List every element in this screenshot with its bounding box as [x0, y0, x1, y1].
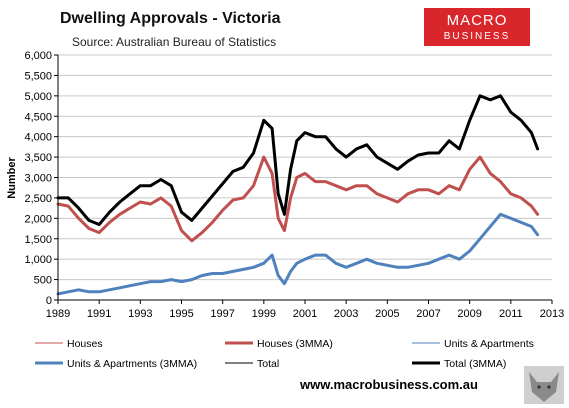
- x-tick-label: 2007: [416, 308, 440, 320]
- legend-label: Total (3MMA): [444, 358, 506, 370]
- legend-item-houses: Houses: [35, 338, 103, 350]
- x-tick-label: 1993: [128, 308, 152, 320]
- x-tick-label: 2005: [375, 308, 399, 320]
- logo-line1: MACRO: [447, 12, 508, 29]
- y-tick-label: 500: [34, 275, 52, 287]
- grid: [58, 54, 552, 281]
- x-tick-label: 1997: [210, 308, 234, 320]
- logo-background: [424, 8, 530, 46]
- x-tick-label: 1991: [87, 308, 111, 320]
- y-tick-label: 2,000: [24, 213, 52, 225]
- y-tick-label: 1,000: [24, 254, 52, 266]
- wolf-icon: [524, 366, 564, 404]
- x-tick-label: 1999: [252, 308, 276, 320]
- series-line-total: [57, 95, 539, 225]
- y-axis-label: Number: [6, 157, 18, 199]
- legend-item-units-apartments-3mma: Units & Apartments (3MMA): [35, 358, 197, 370]
- legend-label: Units & Apartments: [444, 338, 534, 350]
- y-tick-label: 3,500: [24, 152, 52, 164]
- legend-item-total-3mma: Total (3MMA): [412, 358, 506, 370]
- legend-item-units-apartments: Units & Apartments: [412, 338, 534, 350]
- y-tick-label: 5,500: [24, 70, 52, 82]
- legend-label: Total: [257, 358, 279, 370]
- legend-label: Houses: [67, 338, 103, 350]
- axes: 0 500 1,000 1,500 2,000 2,500 3,000 3,500 4,000 4…: [24, 50, 564, 320]
- macro-business-logo: MACRO BUSINESS: [424, 8, 530, 46]
- x-tick-label: 1989: [46, 308, 70, 320]
- x-tick-label: 1995: [169, 308, 193, 320]
- series-line-houses: [57, 156, 539, 242]
- legend-label: Units & Apartments (3MMA): [67, 358, 197, 370]
- series-line-total-3mma: [56, 94, 540, 226]
- legend-item-houses-3mma: Houses (3MMA): [225, 338, 333, 350]
- legend-item-total: Total: [225, 358, 279, 370]
- website-url[interactable]: www.macrobusiness.com.au: [299, 377, 478, 392]
- y-tick-label: 1,500: [24, 234, 52, 246]
- y-tick-label: 3,000: [24, 173, 52, 185]
- series-line-units-apartments-3mma: [56, 212, 540, 296]
- y-tick-label: 6,000: [24, 50, 52, 62]
- legend: Houses Houses (3MMA) Units & Apartments Uni…: [35, 338, 534, 370]
- chart-subtitle: Source: Australian Bureau of Statistics: [72, 35, 276, 49]
- x-tick-label: 2003: [334, 308, 358, 320]
- y-tick-label: 4,000: [24, 132, 52, 144]
- y-tick-label: 0: [46, 295, 52, 307]
- series-line-houses-3mma: [56, 155, 540, 243]
- chart-title: Dwelling Approvals - Victoria: [60, 10, 281, 27]
- y-tick-label: 4,500: [24, 111, 52, 123]
- logo-line2: BUSINESS: [444, 31, 511, 42]
- legend-label: Houses (3MMA): [257, 338, 333, 350]
- x-tick-label: 2001: [293, 308, 317, 320]
- x-tick-label: 2013: [540, 308, 564, 320]
- x-tick-label: 2011: [499, 308, 523, 320]
- x-tick-label: 2009: [457, 308, 481, 320]
- y-tick-label: 5,000: [24, 91, 52, 103]
- y-tick-label: 2,500: [24, 193, 52, 205]
- series-group: [56, 94, 540, 296]
